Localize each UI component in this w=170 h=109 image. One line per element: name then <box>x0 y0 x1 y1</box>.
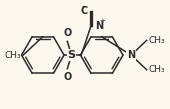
Text: CH₃: CH₃ <box>148 65 165 74</box>
Text: –: – <box>82 2 86 11</box>
Text: N: N <box>127 50 135 60</box>
Text: CH₃: CH₃ <box>5 51 22 60</box>
Text: N: N <box>95 21 103 31</box>
Text: +: + <box>99 18 105 24</box>
Text: C: C <box>80 6 87 16</box>
Text: CH₃: CH₃ <box>148 36 165 45</box>
Text: O: O <box>63 72 71 82</box>
Text: O: O <box>63 28 71 38</box>
Text: S: S <box>67 50 75 60</box>
